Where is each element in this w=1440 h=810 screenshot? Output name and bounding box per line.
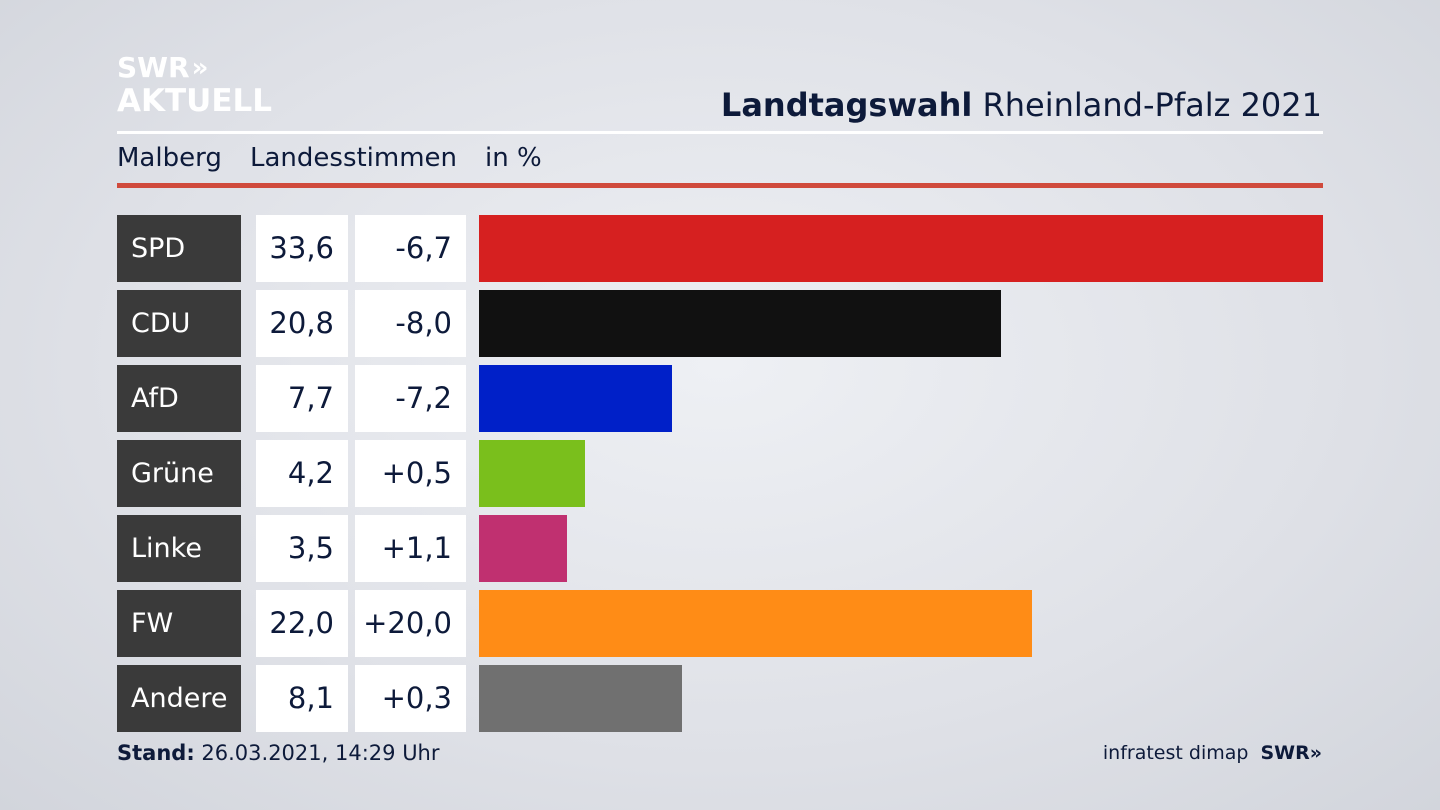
subheader-divider — [117, 183, 1323, 188]
difference-value: +0,5 — [355, 440, 466, 507]
share-value: 4,2 — [256, 440, 348, 507]
party-label: SPD — [117, 215, 241, 282]
source-label: infratest dimap — [1102, 742, 1249, 764]
result-bar — [479, 365, 672, 432]
difference-value: -7,2 — [355, 365, 466, 432]
result-bar — [479, 590, 1032, 657]
stand-label: Stand: — [117, 741, 195, 765]
title-rest: Rheinland-Pfalz 2021 — [982, 86, 1322, 124]
unit-label: in % — [485, 143, 542, 173]
result-bar — [479, 515, 567, 582]
logo-swr-text: SWR — [117, 51, 190, 84]
swr-aktuell-logo: SWR» AKTUELL — [117, 54, 272, 117]
share-value: 8,1 — [256, 665, 348, 732]
difference-value: +0,3 — [355, 665, 466, 732]
share-value: 33,6 — [256, 215, 348, 282]
difference-value: -8,0 — [355, 290, 466, 357]
place-label: Malberg — [117, 143, 222, 173]
swr-brand-text: SWR — [1260, 742, 1310, 764]
result-bar — [479, 665, 682, 732]
party-label: Linke — [117, 515, 241, 582]
logo-aktuell-text: AKTUELL — [117, 83, 273, 119]
party-label: CDU — [117, 290, 241, 357]
result-bar — [479, 215, 1323, 282]
stand-value: 26.03.2021, 14:29 Uhr — [201, 741, 440, 765]
difference-value: -6,7 — [355, 215, 466, 282]
swr-brand: SWR» — [1260, 742, 1322, 764]
party-label: FW — [117, 590, 241, 657]
title-bold: Landtagswahl — [720, 86, 973, 124]
swr-chevron-icon: » — [1309, 742, 1322, 764]
share-value: 3,5 — [256, 515, 348, 582]
logo-chevron-icon: » — [191, 53, 209, 83]
share-value: 7,7 — [256, 365, 348, 432]
page-title: Landtagswahl Rheinland-Pfalz 2021 — [721, 86, 1322, 124]
header-divider — [117, 131, 1323, 134]
share-value: 20,8 — [256, 290, 348, 357]
difference-value: +20,0 — [355, 590, 466, 657]
difference-value: +1,1 — [355, 515, 466, 582]
source-credit: infratest dimap SWR» — [1103, 742, 1322, 764]
party-label: Grüne — [117, 440, 241, 507]
result-bar — [479, 440, 585, 507]
party-label: Andere — [117, 665, 241, 732]
timestamp: Stand: 26.03.2021, 14:29 Uhr — [117, 741, 440, 765]
party-label: AfD — [117, 365, 241, 432]
share-value: 22,0 — [256, 590, 348, 657]
measure-label: Landesstimmen — [250, 143, 458, 173]
result-bar — [479, 290, 1001, 357]
